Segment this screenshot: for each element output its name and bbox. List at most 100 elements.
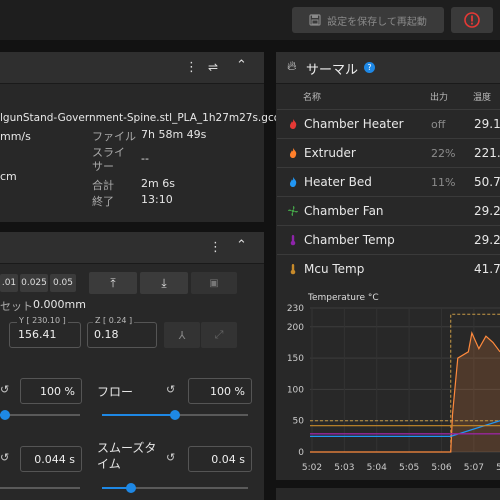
column-name-header: 名称 [303,93,322,103]
thermal-row[interactable]: Heater Bed 11% 50.7 [277,167,500,196]
end-time-value: 13:10 [141,193,173,206]
more-menu-icon[interactable]: ⋮ [209,240,222,255]
end-time-label: 終了 [92,195,114,208]
sensor-temp[interactable]: 29.1 [474,117,500,131]
sensor-temp[interactable]: 50.7 [474,175,500,189]
y-tick-label: 230 [287,304,304,314]
smooth-time-field[interactable]: 0.04 s [188,446,252,472]
column-power-header: 出力 [430,93,449,103]
save-and-restart-button[interactable]: 設定を保存して再起動 [292,7,444,33]
y-tick-label: 0 [298,448,304,458]
speed-slider-thumb[interactable] [0,410,10,420]
step-button-3[interactable]: 0.05 [50,274,76,292]
y-tick-label: 50 [293,417,305,427]
status-panel: ⋮ ⇌ ⌃ lgunStand-Government-Spine.stl_PLA… [0,52,293,222]
smooth-slider-track[interactable] [102,487,248,489]
x-tick-label: 5:03 [334,463,354,473]
save-offset-button[interactable]: ▣ [191,272,237,294]
upload-arrow-icon: ⤒ [110,275,116,290]
emergency-stop-button[interactable] [451,7,493,33]
fire-icon: 🔥︎ [287,59,297,74]
smooth-reset-icon[interactable]: ↺ [166,451,176,464]
sensor-temp[interactable]: 29.2 [474,233,500,247]
x-tick-label: 5:08 [496,463,500,473]
pa-reset-icon[interactable]: ↺ [0,451,10,464]
sensor-name: Chamber Temp [304,233,395,247]
total-time-label: 合計 [92,179,114,192]
flow-factor-field[interactable]: 100 % [188,378,252,404]
smooth-time-value: 0.04 s [211,452,245,466]
x-tick-label: 5:06 [431,463,451,473]
home-axes-icon: ⅄ [178,328,186,342]
z-down-button[interactable]: ⤓ [140,272,188,294]
thermal-row[interactable]: Chamber Heater off 29.1 [277,109,500,138]
z-up-button[interactable]: ⤒ [89,272,137,294]
file-time-value: 7h 58m 49s [141,128,207,141]
column-temp-header: 温度 [473,93,492,103]
speed-slider-track[interactable] [0,414,80,416]
flow-slider-fill [102,414,175,416]
thermal-panel-header: 🔥︎ サーマル ? [276,52,500,84]
x-tick-label: 5:05 [399,463,419,473]
collapse-icon[interactable]: ⌃ [236,58,247,73]
expand-button[interactable]: ⤢ [201,322,237,348]
slicer-time-label: スライサー [92,146,125,173]
speed-value: mm/s [0,130,31,143]
y-position-field[interactable]: Y [ 230.10 ] 156.41 [9,316,81,348]
thermal-row[interactable]: Chamber Temp 29.2 [277,225,500,254]
sensor-name: Mcu Temp [304,262,365,276]
thermal-title: サーマル [306,63,359,78]
sensor-power: off [431,118,446,131]
step-button-2[interactable]: 0.025 [20,274,48,292]
slicer-time-value: -- [141,152,149,165]
more-menu-icon[interactable]: ⋮ [185,60,198,75]
x-tick-label: 5:04 [367,463,387,473]
reset-icon[interactable]: ↺ [0,383,10,396]
flow-reset-icon[interactable]: ↺ [166,383,176,396]
save-icon: ▣ [209,277,219,289]
file-time-label: ファイル [92,130,136,143]
save-icon [309,14,321,26]
sensor-temp[interactable]: 221. [474,146,500,160]
sensor-name: Heater Bed [304,175,372,189]
sensor-name: Chamber Fan [304,204,384,218]
thermal-row[interactable]: Extruder 22% 221. [277,138,500,167]
temperature-chart: Temperature °C 230 200 150 100 50 0 5:02 5:03 5:0… [276,284,500,480]
smooth-slider-fill [102,487,132,489]
smooth-slider-thumb[interactable] [126,483,137,493]
y-tick-label: 200 [287,323,304,333]
expand-icon: ⤢ [214,328,224,341]
sensor-temp[interactable]: 41.7 [474,262,500,276]
thermal-row[interactable]: Mcu Temp 41.7 [277,254,500,283]
z-position-label: Z [ 0.24 ] [93,316,135,325]
emergency-stop-icon [464,12,480,28]
toolhead-panel-header: ⋮ ⌃ [0,232,264,264]
sensor-power: 22% [431,147,456,160]
pressure-advance-field[interactable]: 0.044 s [20,446,82,472]
z-offset-label: セット [0,300,33,313]
z-position-field[interactable]: Z [ 0.24 ] 0.18 [87,316,157,348]
next-panel-edge [276,488,500,500]
collapse-icon[interactable]: ⌃ [236,238,247,253]
help-icon[interactable]: ? [364,62,375,73]
print-filename: lgunStand-Government-Spine.stl_PLA_1h27m… [0,112,294,124]
status-panel-header: ⋮ ⇌ ⌃ [0,52,264,84]
thermal-row[interactable]: Chamber Fan 29.2 [277,196,500,225]
total-time-value: 2m 6s [141,177,175,190]
flow-label: フロー [97,385,134,399]
filament-value: cm [0,170,17,183]
step-button-1[interactable]: .01 [0,274,18,292]
toggle-details-icon[interactable]: ⇌ [208,60,219,74]
speed-factor-field[interactable]: 100 % [20,378,82,404]
pa-slider-track[interactable] [0,487,80,489]
series-line-extruder [310,331,500,453]
z-position-value: 0.18 [94,328,119,341]
pressure-advance-value: 0.044 s [34,452,75,466]
thermal-panel: 🔥︎ サーマル ? 名称 出力 温度 [276,52,500,480]
home-all-button[interactable]: ⅄ [164,322,200,348]
sensor-name: Chamber Heater [304,117,404,131]
flow-slider-thumb[interactable] [170,410,180,420]
sensor-temp[interactable]: 29.2 [474,204,500,218]
speed-factor-value: 100 % [40,384,75,398]
